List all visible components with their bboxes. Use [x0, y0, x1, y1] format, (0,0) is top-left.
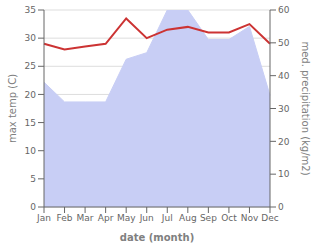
svg-text:0: 0 [30, 202, 36, 212]
svg-text:20: 20 [25, 90, 37, 100]
svg-text:25: 25 [25, 61, 36, 71]
svg-text:15: 15 [25, 118, 36, 128]
svg-text:60: 60 [278, 5, 290, 15]
svg-text:Jul: Jul [161, 213, 173, 223]
svg-text:May: May [117, 213, 136, 223]
svg-text:Jan: Jan [36, 213, 51, 223]
svg-text:30: 30 [278, 104, 290, 114]
svg-text:Dec: Dec [261, 213, 278, 223]
svg-text:med. precipitation (kg/m2): med. precipitation (kg/m2) [300, 41, 310, 175]
svg-text:Sep: Sep [200, 213, 217, 223]
svg-text:10: 10 [25, 146, 37, 156]
svg-text:Aug: Aug [179, 213, 197, 223]
svg-text:date (month): date (month) [120, 232, 194, 243]
svg-text:Apr: Apr [98, 213, 114, 223]
svg-text:max temp (C): max temp (C) [8, 74, 18, 143]
svg-text:0: 0 [278, 202, 284, 212]
svg-text:20: 20 [278, 137, 290, 147]
svg-text:Nov: Nov [241, 213, 259, 223]
svg-text:Mar: Mar [77, 213, 94, 223]
svg-text:Oct: Oct [221, 213, 237, 223]
svg-text:35: 35 [25, 5, 36, 15]
svg-text:10: 10 [278, 169, 290, 179]
svg-text:Feb: Feb [57, 213, 73, 223]
svg-text:40: 40 [278, 71, 290, 81]
svg-text:30: 30 [25, 33, 37, 43]
svg-text:50: 50 [278, 38, 290, 48]
svg-text:Jun: Jun [139, 213, 154, 223]
svg-text:5: 5 [30, 174, 36, 184]
